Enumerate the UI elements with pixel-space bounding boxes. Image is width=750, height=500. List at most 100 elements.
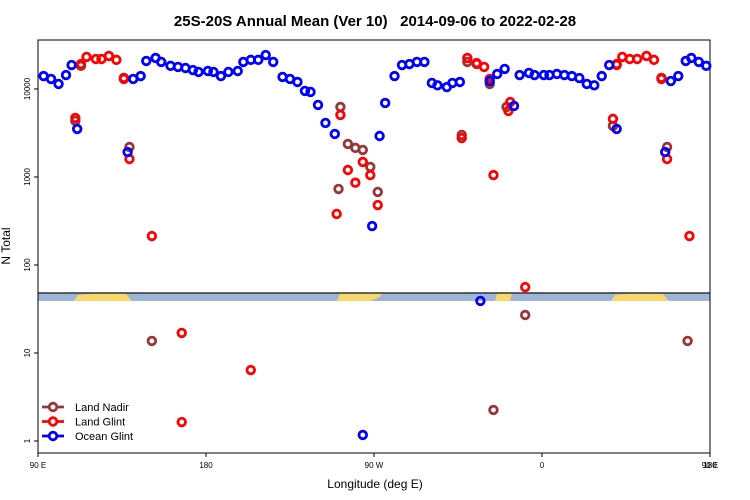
y-tick-label: 10: [23, 348, 32, 357]
point: [419, 56, 430, 68]
x-tick-label: 180: [199, 461, 213, 470]
y-tick-label: 1: [23, 438, 32, 443]
chart-title: 25S-20S Annual Mean (Ver 10) 2014-09-06 …: [174, 13, 576, 30]
x-tick-label: 90 E: [30, 461, 46, 470]
point: [574, 72, 585, 84]
point: [176, 416, 187, 428]
point: [538, 69, 550, 81]
point: [508, 100, 520, 112]
legend: Land Nadir Land Glint Ocean Glint: [42, 401, 133, 443]
x-tick-label: 0: [540, 461, 545, 470]
legend-marker: [47, 416, 59, 427]
point: [342, 138, 354, 150]
map-strip: [38, 292, 710, 301]
point: [232, 65, 243, 77]
point: [456, 132, 467, 144]
point: [141, 55, 152, 67]
point: [81, 51, 92, 63]
legend-label: Land Nadir: [75, 402, 129, 414]
point: [589, 80, 600, 91]
point: [596, 70, 607, 82]
point: [350, 177, 361, 188]
point: [365, 161, 376, 173]
y-tick-label: 10000: [23, 77, 32, 100]
point: [499, 63, 510, 75]
point: [66, 59, 77, 71]
y-tick-label: 100: [23, 258, 32, 272]
point: [682, 335, 693, 347]
point: [357, 429, 368, 441]
point: [333, 183, 344, 195]
point: [475, 295, 486, 307]
point: [253, 54, 264, 66]
point: [146, 230, 158, 242]
point: [135, 70, 146, 82]
point: [176, 327, 187, 339]
point: [372, 199, 383, 211]
point: [529, 69, 540, 81]
point: [329, 128, 340, 140]
point: [492, 68, 503, 80]
point: [260, 49, 271, 61]
point: [292, 76, 303, 88]
point: [380, 97, 391, 109]
point: [389, 70, 400, 82]
y-axis-label: N Total: [0, 227, 13, 264]
point: [632, 53, 643, 65]
point: [193, 66, 204, 78]
land-patch: [495, 293, 512, 301]
point: [245, 364, 256, 376]
point: [342, 164, 354, 176]
point: [661, 141, 673, 153]
point: [111, 54, 122, 66]
point: [223, 66, 234, 78]
point: [335, 109, 346, 121]
point: [503, 105, 514, 117]
point: [320, 117, 331, 129]
point: [686, 52, 697, 64]
point: [53, 78, 64, 90]
x-tick-label: 90 E: [702, 461, 718, 470]
y-tick-label: 1000: [23, 168, 32, 186]
x-tick-label: 180: [703, 461, 717, 470]
point: [357, 156, 368, 168]
legend-label: Ocean Glint: [75, 431, 133, 443]
point: [60, 69, 72, 81]
legend-label: Land Glint: [75, 417, 125, 429]
point: [693, 56, 704, 68]
point: [90, 53, 102, 65]
point: [155, 56, 167, 68]
point: [365, 169, 376, 181]
point: [484, 75, 495, 87]
point: [604, 59, 615, 71]
point: [312, 99, 324, 111]
land-patch: [611, 293, 669, 301]
point: [268, 56, 279, 68]
point: [641, 50, 652, 62]
plot-frame: [37, 39, 711, 454]
point: [146, 335, 158, 347]
point: [514, 69, 525, 81]
point: [471, 57, 482, 69]
point: [673, 70, 684, 82]
x-tick-label: 90 W: [365, 461, 384, 470]
point: [374, 130, 385, 142]
point: [70, 112, 81, 124]
point: [71, 123, 83, 135]
point: [462, 52, 473, 64]
point: [124, 141, 135, 153]
point: [520, 281, 531, 293]
point: [366, 220, 378, 232]
point: [299, 85, 311, 97]
point: [118, 73, 130, 85]
point: [656, 73, 667, 85]
point: [202, 65, 214, 77]
point: [305, 86, 316, 98]
point: [665, 75, 676, 87]
land-patch: [74, 293, 132, 301]
point: [45, 73, 57, 85]
point: [357, 144, 368, 156]
point: [122, 146, 133, 158]
point: [208, 66, 219, 78]
